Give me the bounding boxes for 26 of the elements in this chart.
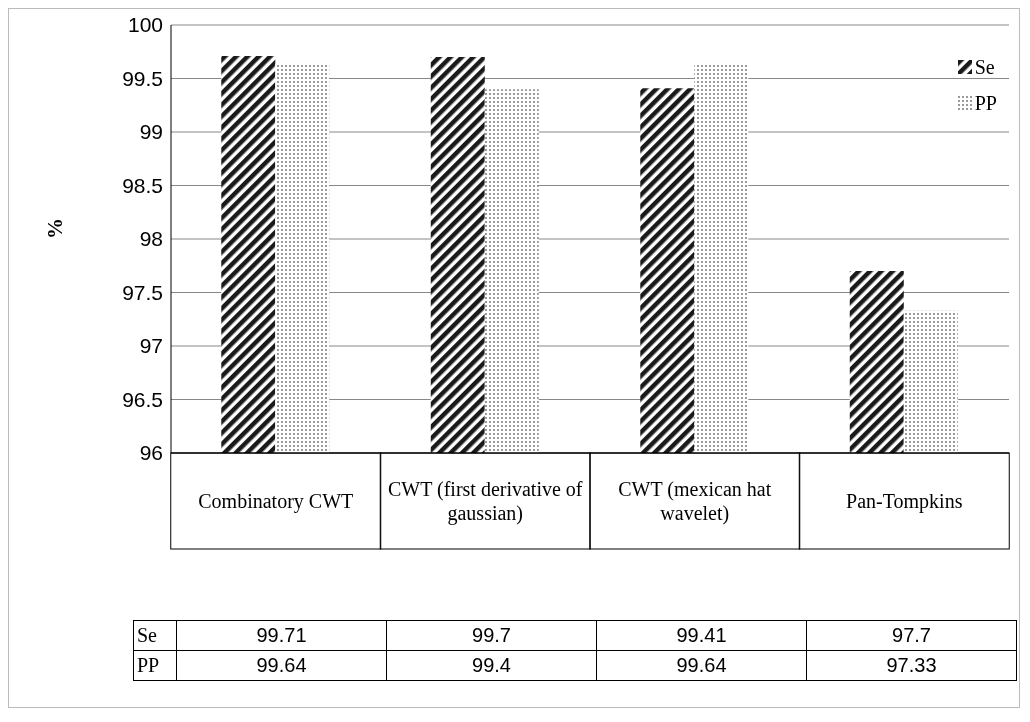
data-label: 99.71 bbox=[176, 620, 387, 651]
x-tick-label: CWT (first derivative of gaussian) bbox=[386, 477, 584, 525]
text: Se bbox=[137, 624, 157, 646]
text: PP bbox=[137, 654, 160, 676]
y-tick-label: 97.5 bbox=[122, 280, 163, 304]
y-tick-label: 99.5 bbox=[122, 66, 163, 90]
x-tick-label: CWT (mexican hat wavelet) bbox=[617, 477, 773, 525]
x-tick-label: Pan-Tompkins bbox=[846, 489, 963, 513]
y-tick-label: 98.5 bbox=[122, 173, 163, 197]
x-tick-label: Combinatory CWT bbox=[198, 489, 354, 513]
data-label: 97.33 bbox=[806, 650, 1017, 681]
legend-label: Se bbox=[974, 55, 995, 79]
y-axis-title: % bbox=[43, 218, 68, 239]
y-tick-label: 96.5 bbox=[122, 387, 163, 411]
data-label: 99.64 bbox=[596, 650, 807, 681]
data-label: 99.4 bbox=[386, 650, 597, 681]
data-label: 97.7 bbox=[806, 620, 1017, 651]
data-label: 99.7 bbox=[386, 620, 597, 651]
y-tick-label: 100 bbox=[127, 13, 163, 37]
y-tick-label: 99 bbox=[139, 120, 163, 144]
y-tick-label: 98 bbox=[139, 227, 163, 251]
y-tick-label: 97 bbox=[139, 334, 163, 358]
y-tick-label: 96 bbox=[139, 441, 163, 465]
legend-label: PP bbox=[974, 91, 997, 115]
data-label: 99.64 bbox=[176, 650, 387, 681]
data-label: 99.41 bbox=[596, 620, 807, 651]
